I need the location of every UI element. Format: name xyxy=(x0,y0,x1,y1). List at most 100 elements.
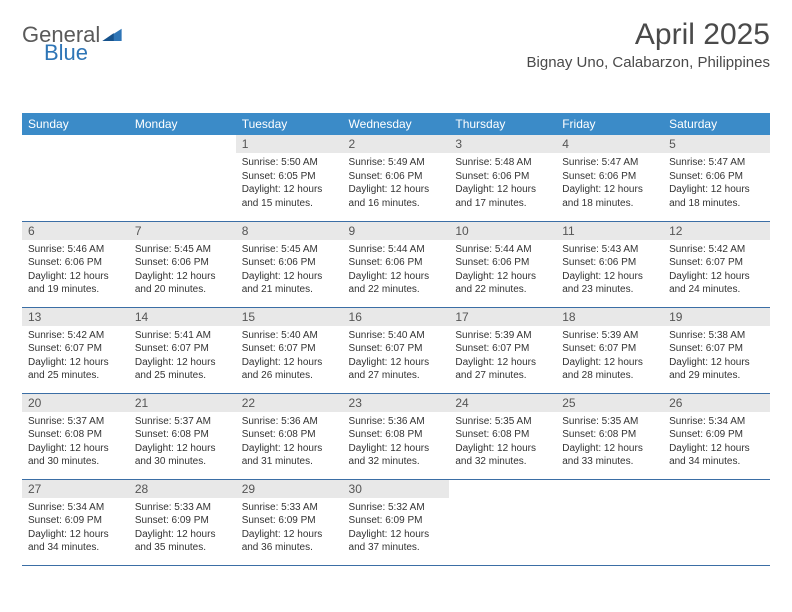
cell-line-dl2: and 21 minutes. xyxy=(242,283,337,297)
cell-body: Sunrise: 5:46 AMSunset: 6:06 PMDaylight:… xyxy=(22,240,129,301)
calendar-cell: 6Sunrise: 5:46 AMSunset: 6:06 PMDaylight… xyxy=(22,221,129,307)
calendar-cell: 22Sunrise: 5:36 AMSunset: 6:08 PMDayligh… xyxy=(236,393,343,479)
cell-body: Sunrise: 5:40 AMSunset: 6:07 PMDaylight:… xyxy=(343,326,450,387)
cell-body: Sunrise: 5:33 AMSunset: 6:09 PMDaylight:… xyxy=(236,498,343,559)
cell-line-dl1: Daylight: 12 hours xyxy=(242,356,337,370)
day-number: 26 xyxy=(663,394,770,412)
cell-line-dl1: Daylight: 12 hours xyxy=(562,356,657,370)
cell-line-sunrise: Sunrise: 5:45 AM xyxy=(135,243,230,257)
cell-line-dl1: Daylight: 12 hours xyxy=(28,442,123,456)
calendar-cell: 3Sunrise: 5:48 AMSunset: 6:06 PMDaylight… xyxy=(449,135,556,221)
cell-line-sunset: Sunset: 6:09 PM xyxy=(28,514,123,528)
cell-body: Sunrise: 5:44 AMSunset: 6:06 PMDaylight:… xyxy=(343,240,450,301)
calendar-cell xyxy=(129,135,236,221)
calendar-cell: 7 Sunrise: 5:45 AMSunset: 6:06 PMDaylight… xyxy=(129,221,236,307)
cell-body: Sunrise: 5:33 AMSunset: 6:09 PMDaylight:… xyxy=(129,498,236,559)
calendar-cell: 26Sunrise: 5:34 AMSunset: 6:09 PMDayligh… xyxy=(663,393,770,479)
day-number: 27 xyxy=(22,480,129,498)
calendar-cell: 27Sunrise: 5:34 AMSunset: 6:09 PMDayligh… xyxy=(22,479,129,565)
calendar-cell: 10Sunrise: 5:44 AMSunset: 6:06 PMDayligh… xyxy=(449,221,556,307)
day-number: 23 xyxy=(343,394,450,412)
calendar-cell xyxy=(556,479,663,565)
day-number: 25 xyxy=(556,394,663,412)
cell-line-dl2: and 23 minutes. xyxy=(562,283,657,297)
cell-line-sunset: Sunset: 6:08 PM xyxy=(349,428,444,442)
cell-body: Sunrise: 5:44 AMSunset: 6:06 PMDaylight:… xyxy=(449,240,556,301)
cell-line-dl2: and 25 minutes. xyxy=(28,369,123,383)
cell-line-dl1: Daylight: 12 hours xyxy=(562,270,657,284)
cell-line-sunrise: Sunrise: 5:33 AM xyxy=(135,501,230,515)
day-number: 13 xyxy=(22,308,129,326)
cell-line-dl2: and 29 minutes. xyxy=(669,369,764,383)
cell-line-dl1: Daylight: 12 hours xyxy=(455,442,550,456)
cell-line-sunrise: Sunrise: 5:45 AM xyxy=(242,243,337,257)
cell-body: Sunrise: 5:36 AMSunset: 6:08 PMDaylight:… xyxy=(343,412,450,473)
cell-line-dl2: and 28 minutes. xyxy=(562,369,657,383)
calendar-cell: 15Sunrise: 5:40 AMSunset: 6:07 PMDayligh… xyxy=(236,307,343,393)
cell-line-dl1: Daylight: 12 hours xyxy=(349,356,444,370)
day-number: 2 xyxy=(343,135,450,153)
cell-line-sunrise: Sunrise: 5:43 AM xyxy=(562,243,657,257)
calendar-cell xyxy=(22,135,129,221)
calendar-cell: 25Sunrise: 5:35 AMSunset: 6:08 PMDayligh… xyxy=(556,393,663,479)
cell-line-sunrise: Sunrise: 5:40 AM xyxy=(349,329,444,343)
day-number: 4 xyxy=(556,135,663,153)
cell-line-dl2: and 25 minutes. xyxy=(135,369,230,383)
cell-body: Sunrise: 5:47 AMSunset: 6:06 PMDaylight:… xyxy=(556,153,663,214)
cell-line-sunset: Sunset: 6:06 PM xyxy=(28,256,123,270)
cell-line-dl1: Daylight: 12 hours xyxy=(242,528,337,542)
cell-line-sunrise: Sunrise: 5:41 AM xyxy=(135,329,230,343)
cell-line-sunrise: Sunrise: 5:32 AM xyxy=(349,501,444,515)
cell-line-sunset: Sunset: 6:08 PM xyxy=(242,428,337,442)
cell-line-sunrise: Sunrise: 5:47 AM xyxy=(669,156,764,170)
cell-line-sunset: Sunset: 6:07 PM xyxy=(562,342,657,356)
cell-line-sunset: Sunset: 6:05 PM xyxy=(242,170,337,184)
cell-line-sunrise: Sunrise: 5:36 AM xyxy=(242,415,337,429)
cell-line-sunset: Sunset: 6:06 PM xyxy=(135,256,230,270)
cell-line-sunrise: Sunrise: 5:50 AM xyxy=(242,156,337,170)
day-number: 21 xyxy=(129,394,236,412)
calendar-cell: 28Sunrise: 5:33 AMSunset: 6:09 PMDayligh… xyxy=(129,479,236,565)
calendar-cell: 19Sunrise: 5:38 AMSunset: 6:07 PMDayligh… xyxy=(663,307,770,393)
day-number: 10 xyxy=(449,222,556,240)
cell-line-dl2: and 30 minutes. xyxy=(28,455,123,469)
calendar-cell xyxy=(663,479,770,565)
day-number: 22 xyxy=(236,394,343,412)
cell-body: Sunrise: 5:34 AMSunset: 6:09 PMDaylight:… xyxy=(663,412,770,473)
cell-line-dl2: and 27 minutes. xyxy=(349,369,444,383)
day-number: 30 xyxy=(343,480,450,498)
weekday-header: Friday xyxy=(556,113,663,135)
cell-line-sunset: Sunset: 6:07 PM xyxy=(349,342,444,356)
cell-line-sunset: Sunset: 6:08 PM xyxy=(455,428,550,442)
cell-body: Sunrise: 5:39 AMSunset: 6:07 PMDaylight:… xyxy=(449,326,556,387)
day-number: 6 xyxy=(22,222,129,240)
weekday-header: Wednesday xyxy=(343,113,450,135)
cell-body: Sunrise: 5:48 AMSunset: 6:06 PMDaylight:… xyxy=(449,153,556,214)
cell-line-sunrise: Sunrise: 5:34 AM xyxy=(669,415,764,429)
calendar-cell: 13Sunrise: 5:42 AMSunset: 6:07 PMDayligh… xyxy=(22,307,129,393)
cell-line-sunset: Sunset: 6:07 PM xyxy=(242,342,337,356)
cell-line-sunset: Sunset: 6:07 PM xyxy=(669,342,764,356)
cell-body: Sunrise: 5:49 AMSunset: 6:06 PMDaylight:… xyxy=(343,153,450,214)
day-number: 7 xyxy=(129,222,236,240)
cell-line-dl2: and 27 minutes. xyxy=(455,369,550,383)
cell-line-dl1: Daylight: 12 hours xyxy=(669,270,764,284)
cell-line-sunrise: Sunrise: 5:42 AM xyxy=(28,329,123,343)
cell-line-dl2: and 17 minutes. xyxy=(455,197,550,211)
calendar-row: 13Sunrise: 5:42 AMSunset: 6:07 PMDayligh… xyxy=(22,307,770,393)
cell-line-sunset: Sunset: 6:09 PM xyxy=(669,428,764,442)
cell-line-dl1: Daylight: 12 hours xyxy=(669,442,764,456)
cell-line-dl1: Daylight: 12 hours xyxy=(135,442,230,456)
cell-line-sunrise: Sunrise: 5:46 AM xyxy=(28,243,123,257)
cell-line-dl2: and 32 minutes. xyxy=(349,455,444,469)
calendar-row: 20Sunrise: 5:37 AMSunset: 6:08 PMDayligh… xyxy=(22,393,770,479)
calendar-cell: 12Sunrise: 5:42 AMSunset: 6:07 PMDayligh… xyxy=(663,221,770,307)
cell-body: Sunrise: 5:41 AMSunset: 6:07 PMDaylight:… xyxy=(129,326,236,387)
cell-line-sunset: Sunset: 6:06 PM xyxy=(562,256,657,270)
cell-line-sunrise: Sunrise: 5:39 AM xyxy=(562,329,657,343)
day-number: 16 xyxy=(343,308,450,326)
cell-line-dl1: Daylight: 12 hours xyxy=(135,270,230,284)
month-title: April 2025 xyxy=(527,18,770,52)
calendar-cell: 21Sunrise: 5:37 AMSunset: 6:08 PMDayligh… xyxy=(129,393,236,479)
brand-triangle-icon-b xyxy=(102,27,122,46)
